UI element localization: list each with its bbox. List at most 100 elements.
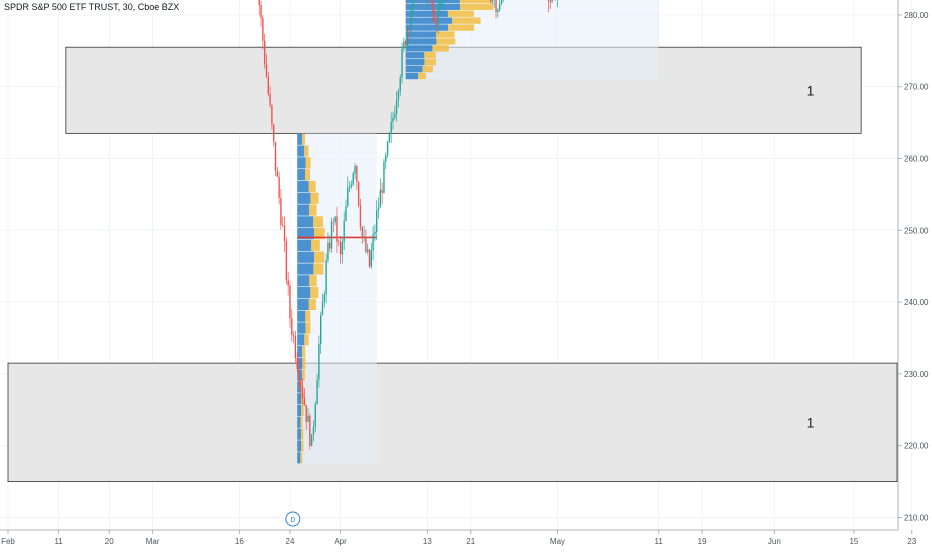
candle-body (291, 318, 292, 334)
candle-body (501, 0, 502, 4)
volume-bar-up (297, 452, 300, 463)
volume-bar-up (297, 429, 301, 440)
chart-title: SPDR S&P 500 ETF TRUST, 30, Cboe BZX (4, 2, 179, 12)
candle-body (353, 173, 354, 184)
candle-body (325, 260, 326, 294)
volume-bar-down (309, 299, 316, 310)
candle-body (383, 162, 384, 193)
candle-body (324, 294, 325, 301)
volume-bar-down (304, 334, 308, 345)
volume-bar-down (301, 429, 303, 440)
candle-body (495, 0, 496, 12)
volume-bar-up (297, 275, 309, 286)
candle-body (410, 13, 411, 30)
volume-bar-down (460, 0, 493, 3)
volume-bar-down (301, 440, 303, 451)
volume-bar-up (406, 73, 419, 79)
candle-body (387, 142, 388, 156)
y-tick-label: 270.00 (904, 83, 929, 92)
volume-bar-down (302, 346, 305, 357)
candle-body (550, 1, 551, 2)
candle-body (358, 182, 359, 205)
candle-body (389, 134, 390, 142)
candle-body (313, 427, 314, 434)
volume-bar-up (297, 134, 302, 145)
candle-body (378, 208, 379, 211)
candle-body (338, 242, 339, 243)
candle-body (273, 125, 274, 142)
volume-bar-up (297, 287, 310, 298)
volume-bar-up (297, 346, 302, 357)
candle-body (286, 241, 287, 279)
candle-body (264, 41, 265, 64)
candle-body (327, 243, 328, 260)
volume-bar-down (310, 287, 318, 298)
candle-body (548, 0, 549, 1)
candle-body (376, 210, 377, 232)
candle-body (430, 0, 431, 2)
candle-body (405, 41, 406, 45)
x-tick-label: 21 (466, 537, 475, 546)
candle-body (351, 185, 352, 187)
candle-body (412, 0, 413, 13)
dividend-marker-label: D (290, 517, 295, 524)
candle-body (304, 398, 305, 405)
x-tick-label: Feb (1, 537, 15, 546)
candle-body (367, 250, 368, 252)
candle-body (293, 335, 294, 336)
candle-body (278, 177, 279, 198)
candle-body (284, 226, 285, 241)
candle-body (333, 222, 334, 223)
volume-bar-down (302, 134, 305, 145)
x-tick-label: 23 (907, 537, 916, 546)
volume-bar-up (406, 18, 452, 24)
candle-body (365, 237, 366, 252)
volume-bar-down (305, 169, 310, 180)
volume-bar-up (297, 405, 301, 416)
volume-bar-down (313, 263, 323, 274)
candle-body (356, 166, 357, 182)
candle-body (390, 122, 391, 134)
candle-body (260, 5, 261, 18)
candle-body (262, 18, 263, 41)
candle-body (374, 232, 375, 235)
candle-body (372, 234, 373, 250)
candle-body (289, 286, 290, 319)
candle-body (322, 302, 323, 315)
candle-body (320, 315, 321, 344)
candle-body (287, 280, 288, 286)
volume-bar-up (406, 45, 433, 51)
candle-body (336, 216, 337, 241)
volume-bar-up (406, 38, 437, 44)
volume-bar-up (297, 157, 305, 168)
volume-bar-down (424, 52, 435, 58)
candle-body (394, 114, 395, 118)
candle-body (334, 216, 335, 221)
candle-body (318, 344, 319, 380)
volume-bar-down (310, 193, 318, 204)
candle-body (259, 0, 260, 5)
volume-bar-down (309, 181, 316, 192)
volume-bar-down (309, 275, 316, 286)
candle-body (385, 156, 386, 162)
candle-body (434, 13, 435, 20)
candle-body (309, 416, 310, 446)
volume-bar-down (423, 66, 433, 72)
candle-body (280, 198, 281, 225)
volume-bar-up (297, 240, 311, 251)
candle-body (329, 243, 330, 249)
candle-body (400, 77, 401, 90)
x-tick-label: 15 (849, 537, 858, 546)
volume-bar-down (309, 204, 316, 215)
volume-bar-up (406, 11, 448, 17)
candle-body (369, 250, 370, 267)
x-tick-label: 11 (54, 537, 63, 546)
volume-bar-down (305, 311, 310, 322)
y-tick-label: 260.00 (904, 155, 929, 164)
candle-body (362, 227, 363, 237)
y-tick-label: 250.00 (904, 226, 929, 235)
candle-body (331, 222, 332, 249)
candle-body (409, 30, 410, 31)
y-tick-label: 220.00 (904, 442, 929, 451)
candle-body (551, 0, 552, 2)
